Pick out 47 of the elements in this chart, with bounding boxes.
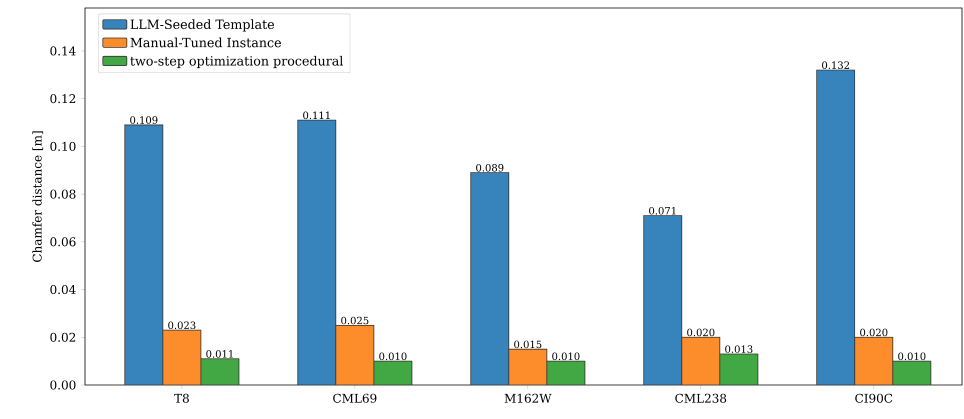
x-tick-label: T8 [174,394,189,403]
bar [546,360,586,385]
data-label: 0.023 [168,321,196,330]
bar [200,358,240,385]
legend-label: Manual-Tuned Instance [130,38,281,48]
data-label: 0.132 [822,61,850,69]
bar [124,124,164,385]
y-tick-label: 0.08 [50,190,76,199]
bar [892,360,932,385]
bar [643,215,682,385]
y-tick-label: 0.06 [50,237,76,246]
x-tick-label: CML69 [333,394,376,403]
data-label: 0.015 [514,340,542,348]
data-label: 0.011 [206,350,233,358]
bar [854,336,894,385]
y-tick-label: 0.02 [50,332,76,342]
y-tick-label: 0.04 [50,285,76,294]
bar [508,348,548,385]
data-label: 0.010 [552,352,580,360]
bar [298,120,336,385]
data-label: 0.020 [687,328,714,336]
data-label: 0.010 [898,352,926,360]
y-axis-title: Chamfer distance [m] [32,131,44,262]
y-tick-label: 0.10 [50,142,76,151]
bar [681,336,720,385]
bar [816,70,856,385]
data-label: 0.109 [130,116,158,124]
data-label: 0.089 [476,164,504,172]
data-label: 0.010 [379,352,407,360]
x-tick-label: CML238 [675,394,726,403]
x-tick-label: M162W [504,394,552,403]
data-label: 0.111 [303,112,330,120]
y-tick-label: 0.12 [50,94,76,104]
y-tick-label: 0.00 [50,380,76,390]
bar [374,361,412,385]
legend-label: two-step optimization procedural [130,56,343,68]
data-label: 0.025 [341,316,368,324]
bar [470,172,510,385]
bar [162,330,202,385]
legend-label: LLM-Seeded Template [130,19,274,32]
data-label: 0.020 [860,328,888,336]
data-label: 0.071 [649,206,676,215]
y-tick-label: 0.14 [50,46,76,56]
bar [719,354,758,385]
bar [336,325,374,385]
x-tick-label: CI90C [855,394,892,403]
data-label: 0.013 [725,345,752,353]
